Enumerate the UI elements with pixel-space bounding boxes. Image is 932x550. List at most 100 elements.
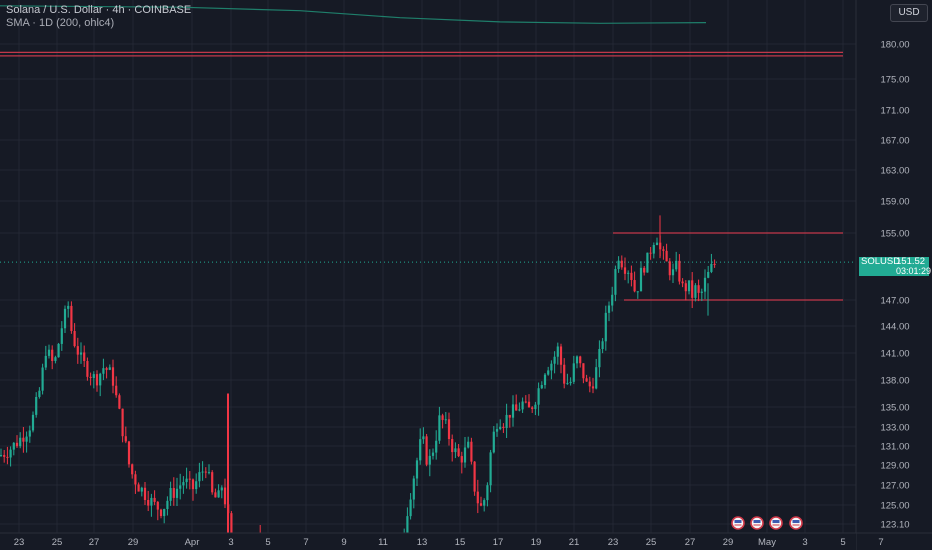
price-tick-label: 171.00: [880, 106, 909, 117]
candle-body: [47, 349, 51, 356]
candle-body: [572, 363, 575, 382]
countdown-value: 03:01:29: [896, 266, 932, 276]
economic-events[interactable]: [731, 516, 803, 530]
candle-body: [99, 373, 102, 386]
candle-body: [646, 252, 649, 273]
candle-body: [137, 484, 140, 492]
horizontal-levels[interactable]: [0, 51, 843, 301]
time-axis[interactable]: 23 25 27 29 Apr 3 5 7 9 11 13 15 17 19 21 23 25 27 29 May 3 5…: [14, 537, 884, 548]
candle-body: [102, 368, 105, 374]
candle-body: [118, 395, 121, 409]
time-tick-label: 27: [89, 537, 100, 548]
candle-body: [617, 260, 620, 270]
candle-body: [419, 439, 422, 461]
currency-button[interactable]: USD: [890, 4, 928, 22]
candle-body: [51, 349, 54, 361]
candle-body: [611, 294, 614, 306]
candle-body: [636, 291, 639, 293]
candle-body: [518, 409, 521, 411]
flag-canton: [734, 520, 742, 523]
candle-body: [159, 509, 163, 517]
price-tick-label: 125.00: [880, 501, 909, 512]
time-tick-label: 29: [723, 537, 734, 548]
candle-body: [703, 277, 707, 292]
candle-body: [511, 404, 515, 418]
price-tick-label: 144.00: [880, 322, 909, 333]
price-tick-label: 155.00: [880, 229, 909, 240]
candle-body: [182, 482, 185, 486]
candle-body: [559, 346, 563, 365]
candle-body: [3, 455, 6, 457]
candle-body: [41, 367, 44, 391]
candle-body: [479, 503, 483, 506]
time-tick-label: 7: [303, 537, 308, 548]
price-tick-label: 133.00: [880, 423, 909, 434]
candle-body: [15, 442, 19, 447]
price-tick-label: 131.00: [880, 442, 909, 453]
sma-path: [0, 5, 707, 24]
candle-body: [6, 456, 9, 458]
candle-body: [169, 488, 172, 501]
time-tick-label: 21: [569, 537, 580, 548]
time-tick-label: 17: [493, 537, 504, 548]
candle-body: [204, 471, 207, 473]
candle-body: [575, 356, 579, 364]
candle-body: [451, 438, 454, 453]
candle-body: [121, 408, 124, 437]
price-tick-label: 180.00: [880, 40, 909, 51]
candle-body: [70, 305, 73, 331]
candle-body: [63, 308, 67, 329]
price-tick-label: 135.00: [880, 403, 909, 414]
symbol-title: Solana / U.S. Dollar · 4h · COINBASE: [6, 4, 192, 16]
time-tick-label: 23: [608, 537, 619, 548]
last-price-value: 151.52: [896, 256, 926, 267]
candle-body: [537, 388, 540, 405]
candle-body: [441, 415, 444, 420]
time-tick-label: 15: [455, 537, 466, 548]
candle-body: [649, 252, 652, 254]
candle-body: [601, 341, 604, 349]
candle-body: [207, 472, 211, 474]
candle-body: [521, 401, 524, 410]
time-tick-label: 5: [265, 537, 270, 548]
candle-body: [435, 440, 438, 453]
grid-lines: [0, 0, 882, 533]
candle-body: [44, 355, 47, 368]
candle-body: [35, 396, 38, 415]
candle-body: [198, 472, 201, 482]
candle-body: [28, 430, 31, 437]
candle-body: [175, 488, 179, 498]
candle-body: [409, 499, 412, 517]
candle-body: [553, 356, 556, 364]
candle-body: [92, 374, 95, 379]
candle-body: [38, 390, 41, 397]
candle-body: [713, 263, 716, 265]
candle-body: [524, 401, 527, 403]
candle-body: [415, 460, 419, 479]
candle-body: [585, 378, 588, 382]
time-tick-label: 23: [14, 537, 25, 548]
candle-body: [591, 386, 595, 389]
candle-body: [470, 441, 473, 462]
candle-body: [643, 267, 646, 273]
candle-body: [534, 404, 537, 410]
candle-body: [447, 419, 451, 439]
candle-body: [230, 513, 233, 533]
candle-body: [188, 478, 191, 480]
time-tick-label: 3: [228, 537, 233, 548]
candle-body: [684, 283, 687, 292]
candle-body: [438, 415, 441, 441]
price-axis[interactable]: 180.00 175.00 171.00 167.00 163.00 159.00 155.…: [880, 40, 909, 531]
candle-body: [214, 492, 217, 498]
candle-body: [115, 385, 118, 396]
candle-body: [31, 414, 35, 431]
candle-body: [185, 478, 188, 483]
candle-body: [473, 461, 476, 492]
candle-body: [25, 436, 28, 442]
candle-body: [457, 448, 460, 457]
candle-body: [604, 312, 607, 342]
candle-body: [143, 487, 147, 501]
indicator-legend[interactable]: SMA · 1D (200, ohlc4): [6, 17, 115, 29]
candle-body: [67, 305, 70, 309]
